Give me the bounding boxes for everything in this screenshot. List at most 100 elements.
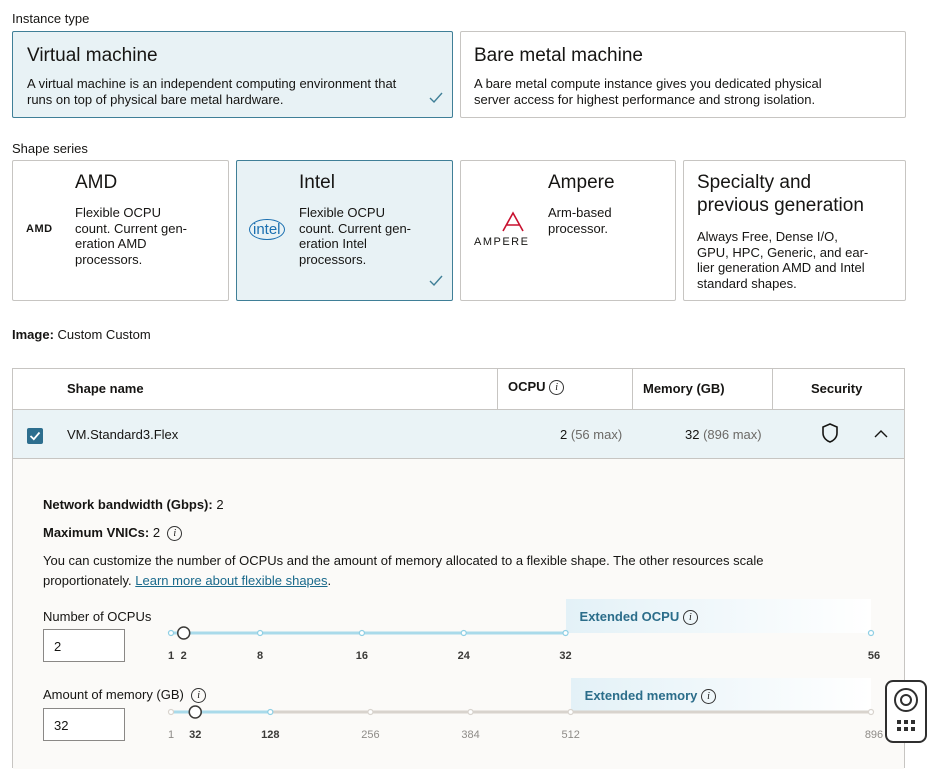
card-title: Specialty and previous generation — [697, 171, 864, 217]
card-title: Virtual machine — [27, 45, 158, 66]
description: You can customize the number of OCPUs an… — [43, 551, 863, 590]
text-line: standard shapes. — [697, 275, 797, 291]
text-line: A virtual machine is an independent comp… — [27, 76, 397, 91]
help-widget[interactable] — [885, 680, 927, 743]
image-info: Image: Custom Custom — [12, 327, 151, 342]
bandwidth-value: 2 — [216, 497, 224, 512]
text-line: lier generation AMD and Intel — [697, 260, 865, 275]
section-label: Shape series — [12, 141, 88, 156]
instance-card[interactable]: Virtual machine A virtual machine is an … — [12, 31, 453, 118]
text-line: count. Current gen- — [75, 220, 188, 236]
ocpu-slider[interactable]: 1 2 8 16 24 32 56 — [13, 619, 904, 667]
extended-range: Extended OCPU i — [565, 599, 871, 633]
tick-label: 128 — [261, 729, 279, 741]
slider-handle — [176, 626, 191, 640]
text-line: count. Current gen- — [299, 220, 412, 236]
card-title: Ampere — [548, 172, 615, 193]
text-line: eration AMD — [75, 236, 147, 251]
divider — [632, 369, 633, 409]
card-description: A bare metal compute instance gives you … — [474, 76, 822, 107]
ocpu-max: (56 max) — [570, 427, 623, 442]
tick-label: 32 — [559, 650, 571, 662]
series-card[interactable]: AMD AMD Flexible OCPU count. Current gen-… — [12, 160, 229, 301]
check-icon — [429, 92, 443, 104]
vnics-value: 2 — [152, 525, 161, 540]
card-description: Always Free, Dense I/O, GPU, HPC, Generic… — [697, 229, 868, 291]
shield-icon — [822, 423, 838, 443]
bandwidth-label: Network bandwidth (Gbps): — [43, 497, 213, 512]
text-line: Always Free, Dense I/O, — [697, 229, 838, 244]
extended-label: Extended OCPU — [579, 609, 680, 624]
info-icon[interactable]: i — [700, 689, 716, 705]
tick-dot — [460, 629, 467, 637]
collapse-icon[interactable] — [874, 429, 888, 439]
column-header: Security — [811, 381, 863, 396]
info-icon[interactable]: i — [682, 610, 698, 626]
card-title: Intel — [299, 172, 335, 193]
shape-name: VM.Standard3.Flex — [67, 427, 179, 442]
tick-dot — [367, 708, 374, 716]
tick-dot — [167, 708, 175, 716]
series-card[interactable]: Specialty and previous generation Always … — [683, 160, 906, 301]
text-line: Flexible OCPU — [75, 205, 161, 220]
link-suffix: . — [327, 572, 332, 588]
card-description: Flexible OCPU count. Current gen-eration … — [299, 205, 411, 267]
column-header: OCPU i — [508, 379, 565, 396]
text-line: server access for highest performance an… — [474, 91, 816, 107]
info-icon[interactable]: i — [549, 380, 565, 396]
extended-range: Extended memory i — [570, 678, 871, 712]
tick-dot — [867, 629, 875, 637]
memory-value: 32 — [685, 427, 700, 442]
card-title: Bare metal machine — [474, 45, 643, 66]
tick-dot — [256, 629, 264, 637]
bandwidth: Network bandwidth (Gbps): 2 — [43, 497, 224, 512]
ocpu-cell: 2 (56 max) — [560, 427, 622, 442]
text-line: processors. — [299, 251, 367, 267]
ocpu-value: 2 — [560, 427, 568, 442]
ocpu-input[interactable]: 2 — [43, 629, 125, 662]
logo: AMPERE — [474, 236, 530, 248]
tick-label: 896 — [865, 729, 883, 741]
text-line: previous generation — [697, 195, 864, 216]
check-icon — [429, 275, 443, 287]
tick-dot — [167, 629, 175, 637]
divider — [497, 369, 498, 409]
tick-label: 24 — [458, 650, 471, 662]
series-card[interactable]: Intel intel Flexible OCPU count. Current … — [236, 160, 453, 301]
vnics-label: Maximum VNICs: — [43, 525, 150, 540]
text-line: GPU, HPC, Generic, and ear- — [697, 244, 869, 260]
text-line: Arm-based — [548, 205, 612, 220]
memory-input[interactable]: 32 — [43, 708, 125, 741]
tick-label: 16 — [356, 650, 368, 662]
section-label: Instance type — [12, 11, 90, 26]
tick-label: 8 — [257, 650, 263, 662]
instance-card[interactable]: Bare metal machine A bare metal compute … — [460, 31, 906, 118]
slider-label: Amount of memory (GB) i — [43, 687, 207, 704]
text-line: A bare metal compute instance gives you … — [474, 76, 822, 91]
text-line: Specialty and — [697, 172, 812, 193]
info-icon[interactable]: i — [167, 526, 183, 542]
card-title: AMD — [75, 172, 118, 193]
series-card[interactable]: Ampere AMPERE Arm-based processor. — [460, 160, 676, 301]
info-icon[interactable]: i — [191, 688, 207, 704]
tick-dot — [567, 708, 574, 716]
image-label: Image: — [12, 327, 54, 342]
column-header-text: OCPU — [508, 379, 546, 394]
column-header: Shape name — [67, 381, 144, 396]
tick-label: 32 — [189, 729, 201, 741]
shape-details: Network bandwidth (Gbps): 2 Maximum VNIC… — [13, 459, 904, 769]
table-row[interactable]: VM.Standard3.Flex 2 (56 max) 32 (896 max… — [13, 409, 904, 459]
column-header: Memory (GB) — [643, 381, 725, 396]
divider — [772, 369, 773, 409]
tick-dot — [562, 629, 569, 637]
memory-max: (896 max) — [703, 427, 762, 442]
shape-table: Shape name OCPU i Memory (GB) Security V… — [12, 368, 905, 769]
slider-label-text: Amount of memory (GB) — [43, 687, 184, 702]
text-line: eration Intel — [299, 236, 367, 251]
learn-more-link[interactable]: Learn more about flexible shapes — [135, 572, 328, 588]
checkbox[interactable] — [27, 428, 43, 444]
memory-slider[interactable]: 1 32 128 256 384 512 896 — [13, 698, 904, 746]
card-description: A virtual machine is an independent comp… — [27, 76, 396, 107]
tick-dot — [358, 629, 366, 637]
